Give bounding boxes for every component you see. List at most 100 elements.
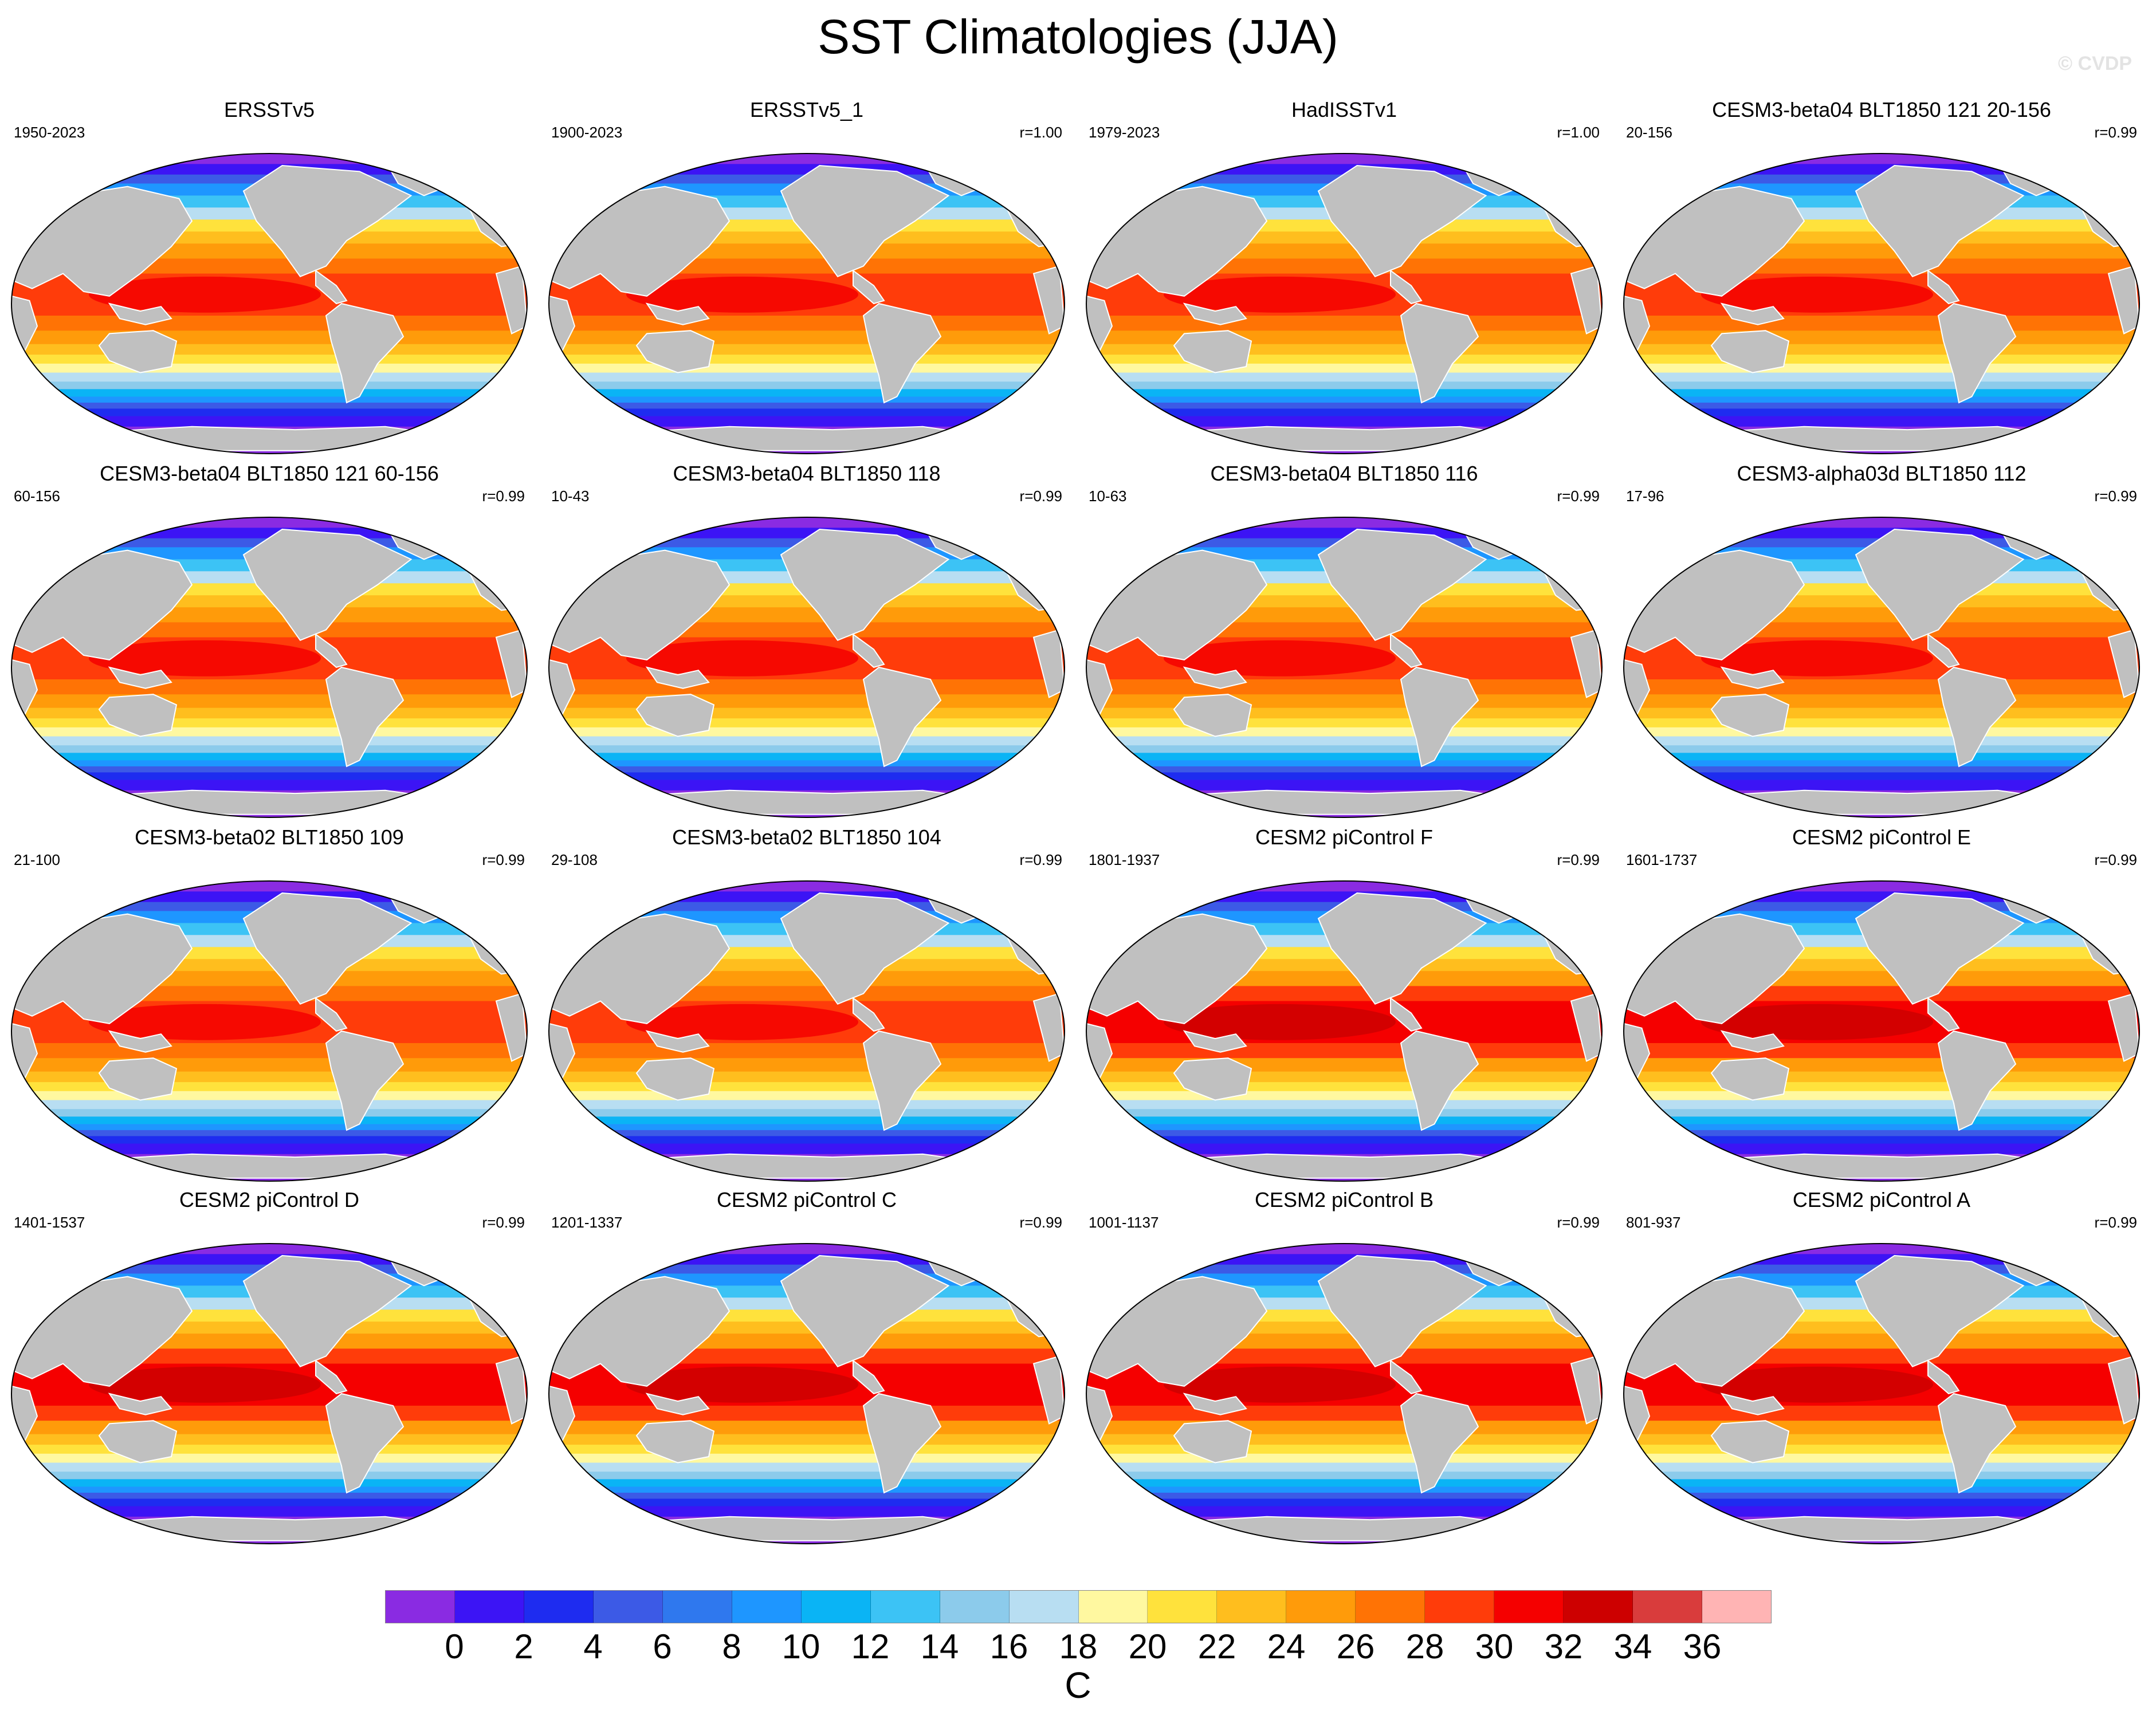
- sst-band: [1624, 1071, 2139, 1083]
- land-mass: [1855, 528, 2025, 642]
- warm-pool: [1701, 1366, 1933, 1403]
- sst-band: [11, 745, 527, 754]
- sst-band: [549, 402, 1065, 410]
- sst-band: [549, 396, 1065, 403]
- panel-years: 21-100: [14, 851, 60, 868]
- sst-band: [1624, 679, 2139, 695]
- sst-band: [1086, 881, 1602, 892]
- sst-band: [1086, 316, 1602, 332]
- colorbar-box: [940, 1591, 1010, 1623]
- land-mass: [325, 302, 405, 404]
- panel-title: CESM2 piControl B: [1254, 1188, 1434, 1211]
- land-mass: [1701, 1153, 2063, 1179]
- sst-band: [11, 1136, 527, 1144]
- sst-band: [1086, 372, 1602, 383]
- colorbar-box: [1286, 1591, 1356, 1623]
- sst-band: [11, 1071, 527, 1083]
- sst-band: [1086, 1434, 1602, 1445]
- land-mass: [1710, 1420, 1790, 1464]
- sst-band: [1624, 396, 2139, 403]
- land-mass: [1400, 1030, 1479, 1131]
- sst-band: [11, 331, 527, 345]
- map-outline: [11, 880, 528, 1182]
- sst-band: [1086, 772, 1602, 781]
- sst-band: [1624, 331, 2139, 345]
- map-outline: [1623, 880, 2140, 1182]
- sst-band: [1624, 1462, 2139, 1473]
- sst-band: [549, 1492, 1065, 1500]
- sst-band: [1086, 1462, 1602, 1473]
- land-mass: [1937, 666, 2017, 768]
- land-mass: [853, 997, 885, 1032]
- sst-band: [1624, 1109, 2139, 1118]
- sst-map: [548, 880, 1065, 1182]
- sst-band: [549, 1130, 1065, 1137]
- sst-band: [1086, 727, 1602, 737]
- sst-band: [549, 355, 1065, 364]
- colorbar-tick-label: 20: [1128, 1627, 1167, 1666]
- land-mass: [780, 528, 950, 642]
- panel-years: 10-43: [551, 487, 590, 505]
- sst-band: [1086, 1109, 1602, 1118]
- sst-map: [548, 517, 1065, 818]
- panel-years: 1201-1337: [551, 1214, 623, 1231]
- sst-band: [549, 416, 1065, 427]
- sst-band: [11, 363, 527, 373]
- sst-band: [549, 1472, 1065, 1480]
- panel-title: CESM2 piControl F: [1255, 825, 1434, 849]
- sst-band: [1086, 745, 1602, 754]
- panel-years: 1950-2023: [14, 124, 85, 141]
- land-mass: [315, 1359, 348, 1395]
- map-panel: CESM2 piControl A 801-937 r=0.99: [1618, 1187, 2145, 1548]
- land-mass: [2107, 1355, 2139, 1425]
- sst-band: [549, 736, 1065, 746]
- sst-band: [1624, 1434, 2139, 1445]
- colorbar-box: [1217, 1591, 1287, 1623]
- panel-title: ERSSTv5_1: [749, 98, 864, 121]
- sst-band: [11, 1116, 527, 1125]
- land-mass: [1570, 265, 1602, 335]
- sst-band: [1086, 408, 1602, 417]
- colorbar-tick-label: 16: [989, 1627, 1028, 1666]
- sst-band: [1624, 381, 2139, 390]
- sst-band: [549, 517, 1065, 529]
- map-outline: [1086, 517, 1603, 818]
- sst-band: [1086, 1058, 1602, 1072]
- colorbar-tick-label: 14: [920, 1627, 959, 1666]
- sst-band: [11, 766, 527, 773]
- sst-band: [1624, 736, 2139, 746]
- sst-band: [1624, 389, 2139, 398]
- land-mass: [325, 666, 405, 768]
- sst-band: [1086, 1406, 1602, 1422]
- land-mass: [1937, 1030, 2017, 1131]
- sst-band: [11, 1453, 527, 1464]
- colorbar-box: [801, 1591, 871, 1623]
- sst-band: [11, 344, 527, 355]
- sst-map: [1623, 1243, 2140, 1544]
- sst-band: [549, 1082, 1065, 1092]
- land-mass: [495, 265, 527, 335]
- sst-band: [11, 1406, 527, 1422]
- colorbar-box: [1009, 1591, 1079, 1623]
- sst-band: [11, 1462, 527, 1473]
- warm-pool: [1701, 1004, 1933, 1040]
- map-panel: CESM3-beta02 BLT1850 104 29-108 r=0.99: [543, 825, 1070, 1186]
- land-mass: [1317, 892, 1487, 1005]
- land-mass: [1710, 1057, 1790, 1101]
- sst-map: [11, 517, 528, 818]
- sst-map: [548, 153, 1065, 454]
- sst-band: [1624, 416, 2139, 427]
- sst-band: [1624, 1091, 2139, 1101]
- warm-pool: [626, 276, 858, 313]
- panel-correlation: r=0.99: [1019, 487, 1062, 505]
- sst-band: [549, 1486, 1065, 1493]
- land-mass: [1570, 1355, 1602, 1425]
- sst-band: [11, 154, 527, 165]
- sst-band: [11, 517, 527, 529]
- land-mass: [635, 694, 715, 737]
- sst-map: [1623, 517, 2140, 818]
- colorbar-tick-label: 2: [514, 1627, 533, 1666]
- land-mass: [1927, 997, 1960, 1032]
- sst-band: [549, 1143, 1065, 1155]
- land-mass: [645, 1393, 710, 1415]
